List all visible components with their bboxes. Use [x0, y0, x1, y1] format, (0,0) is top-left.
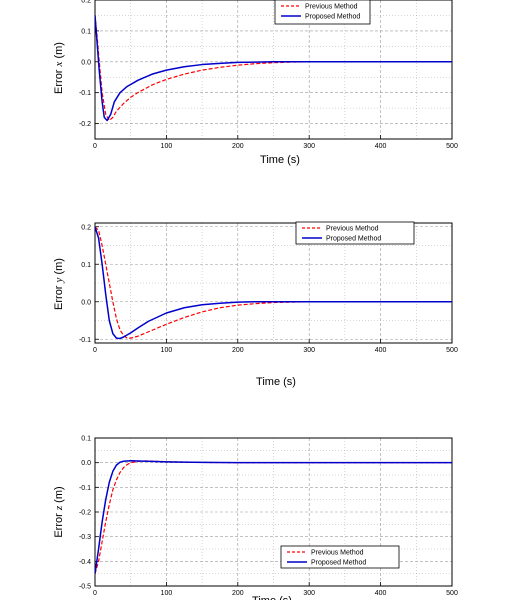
y-axis-title: Error y (m) — [53, 258, 65, 310]
series-line-previous-method — [95, 460, 452, 574]
x-tick-label: 0 — [93, 590, 97, 597]
series-line-previous-method — [95, 226, 452, 339]
legend-label: Proposed Method — [326, 236, 381, 243]
x-tick-label: 0 — [93, 347, 97, 354]
legend-box — [274, 0, 371, 25]
x-tick-label: 400 — [375, 590, 387, 597]
legend: Previous Method Proposed Method — [280, 545, 400, 569]
x-tick-label: 200 — [232, 590, 244, 597]
y-tick-label: -0.3 — [79, 534, 91, 541]
y-axis-title-prefix: Error — [53, 282, 65, 310]
legend-label: Previous Method — [326, 226, 379, 233]
y-axis-title-variable: x — [53, 61, 65, 67]
series-line-proposed-method — [95, 226, 452, 340]
chart-panel-0: 0 100 200 300 400 500 -0.2 -0.1 0.0 0.1 0.2 Time (s… — [53, 0, 458, 166]
legend-label: Previous Method — [311, 550, 364, 557]
y-tick-label: 0.0 — [81, 460, 91, 467]
x-tick-label: 200 — [232, 347, 244, 354]
y-axis-title-prefix: Error — [53, 66, 65, 94]
y-tick-label: 0.2 — [81, 224, 91, 231]
x-tick-label: 0 — [93, 143, 97, 150]
legend: Previous Method Proposed Method — [295, 221, 415, 245]
y-tick-label: -0.2 — [79, 121, 91, 128]
x-tick-label: 100 — [161, 590, 173, 597]
y-axis-title-unit: (m) — [53, 42, 65, 62]
y-axis-title-unit: (m) — [53, 258, 65, 278]
x-tick-label: 300 — [303, 143, 315, 150]
y-axis-title: Error x (m) — [53, 42, 65, 94]
y-tick-label: 0.1 — [81, 28, 91, 35]
plot-frame — [94, 222, 453, 344]
legend-label: Proposed Method — [311, 560, 366, 567]
x-tick-label: 100 — [161, 347, 173, 354]
y-axis-title: Error z (m) — [53, 486, 65, 537]
plot-frame — [94, 0, 453, 140]
y-tick-label: 0.0 — [81, 59, 91, 66]
chart-panel-1: 0 100 200 300 400 500 -0.1 0.0 0.1 0.2 Time (s) Err… — [53, 221, 458, 388]
y-tick-label: -0.4 — [79, 559, 91, 566]
y-tick-label: 0.1 — [81, 262, 91, 269]
chart-panel-2: 0 100 200 300 400 500 -0.5 -0.4 -0.3 -0.2 -0.1 0.0 0… — [53, 436, 458, 600]
y-axis-title-variable: z — [53, 505, 65, 511]
x-axis-title: Time (s) — [260, 154, 300, 166]
legend-box — [280, 545, 400, 569]
y-axis-title-unit: (m) — [53, 486, 65, 506]
x-tick-label: 500 — [446, 347, 458, 354]
x-tick-label: 500 — [446, 143, 458, 150]
x-tick-label: 300 — [303, 347, 315, 354]
x-axis-title: Time (s) — [256, 376, 296, 388]
grid — [95, 0, 452, 139]
x-tick-label: 400 — [375, 347, 387, 354]
x-axis-title: Time (s) — [252, 595, 292, 600]
x-tick-label: 200 — [232, 143, 244, 150]
y-tick-label: -0.2 — [79, 510, 91, 517]
series-line-previous-method — [95, 15, 452, 122]
x-tick-label: 500 — [446, 590, 458, 597]
series-line-proposed-method — [95, 15, 452, 122]
x-tick-label: 100 — [161, 143, 173, 150]
y-tick-label: -0.1 — [79, 90, 91, 97]
legend: Previous Method Proposed Method — [274, 0, 371, 25]
y-axis-title-variable: y — [53, 277, 65, 283]
y-tick-label: -0.1 — [79, 337, 91, 344]
legend-label: Proposed Method — [305, 14, 360, 21]
y-tick-label: -0.1 — [79, 485, 91, 492]
y-tick-label: 0.2 — [81, 0, 91, 5]
y-tick-label: 0.1 — [81, 436, 91, 443]
x-tick-label: 400 — [375, 143, 387, 150]
series-line-proposed-method — [95, 459, 452, 574]
legend-label: Previous Method — [305, 4, 358, 11]
y-tick-label: -0.5 — [79, 584, 91, 591]
y-axis-title-prefix: Error — [53, 510, 65, 538]
x-tick-label: 300 — [303, 590, 315, 597]
y-tick-label: 0.0 — [81, 299, 91, 306]
legend-box — [295, 221, 415, 245]
